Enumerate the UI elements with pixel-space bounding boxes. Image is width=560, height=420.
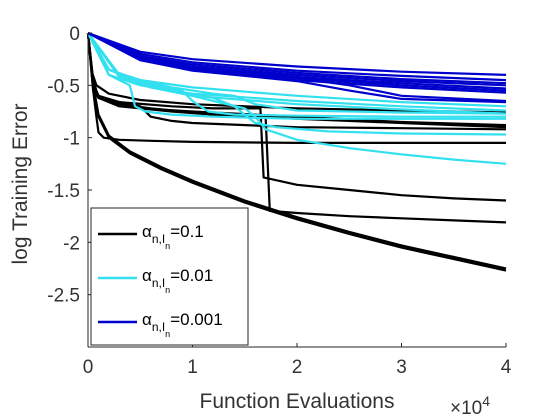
series-line-0.001-24 [87, 32, 507, 103]
legend-label: αn,In=0.01 [142, 266, 213, 295]
series-line-0.1-2 [86, 32, 507, 114]
x-exponent-power: 4 [482, 393, 490, 409]
y-tick-label: -1 [63, 129, 80, 150]
ticks-layer: 0 1 2 3 4 0 -0.5 -1 -1.5 -2 -2.5 [47, 24, 511, 378]
legend: αn,In=0.1 αn,In=0.01 αn,In=0.001 [90, 207, 249, 346]
y-tick-label: -0.5 [47, 76, 80, 97]
x-tick-label: 2 [292, 357, 303, 378]
y-axis-label: log Training Error [9, 103, 32, 264]
series-line-0.01-12 [87, 32, 506, 120]
series-line-0.001-18 [87, 31, 507, 82]
series-layer [86, 31, 507, 272]
x-axis-label: Function Evaluations [200, 390, 395, 413]
x-tick-label: 3 [396, 357, 407, 378]
x-exponent-label: ×104 [450, 393, 490, 419]
series-line-0.1-6 [86, 32, 507, 224]
series-line-0.1-4 [86, 32, 506, 144]
series-line-0.01-16 [87, 32, 507, 165]
y-tick-label: -2 [63, 233, 80, 254]
series-line-0.001-17 [87, 31, 507, 76]
x-tick-label: 0 [83, 357, 94, 378]
legend-label: αn,In=0.1 [142, 222, 204, 251]
y-tick-label: -2.5 [47, 286, 80, 307]
series-line-0.1-8 [86, 32, 507, 270]
x-tick-label: 4 [501, 357, 512, 378]
y-tick-label: -1.5 [47, 181, 80, 202]
x-exponent-base: ×10 [450, 398, 482, 419]
x-tick-label: 1 [187, 357, 198, 378]
y-tick-label: 0 [69, 24, 80, 45]
legend-label: αn,In=0.001 [142, 310, 223, 339]
series-line-0.001-25 [87, 32, 507, 104]
